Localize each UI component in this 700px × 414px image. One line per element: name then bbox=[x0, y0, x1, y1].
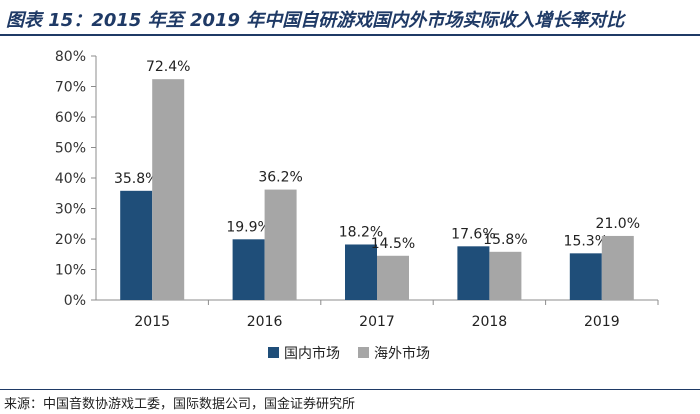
y-tick-label: 40% bbox=[55, 171, 86, 187]
legend-label: 海外市场 bbox=[374, 345, 430, 362]
y-tick-label: 10% bbox=[55, 263, 86, 279]
data-label: 17.6% bbox=[451, 226, 495, 242]
data-label: 15.8% bbox=[483, 232, 527, 248]
data-label: 15.3% bbox=[564, 233, 608, 249]
y-tick-label: 20% bbox=[55, 232, 86, 248]
x-tick-label: 2016 bbox=[247, 314, 283, 330]
legend-swatch bbox=[268, 347, 279, 358]
y-tick-label: 60% bbox=[55, 110, 86, 126]
title-divider bbox=[0, 34, 700, 36]
data-label: 19.9% bbox=[226, 219, 270, 235]
legend-swatch bbox=[358, 347, 369, 358]
bar-overseas bbox=[152, 79, 185, 301]
data-label: 35.8% bbox=[114, 171, 158, 187]
x-tick-label: 2018 bbox=[472, 314, 508, 330]
bar-overseas bbox=[489, 251, 522, 300]
chart-title: 图表 15：2015 年至 2019 年中国自研游戏国内外市场实际收入增长率对比 bbox=[6, 10, 625, 31]
bar-domestic bbox=[457, 246, 490, 300]
bar-domestic bbox=[345, 244, 377, 300]
y-tick-label: 80% bbox=[55, 49, 86, 65]
y-tick-label: 0% bbox=[64, 293, 86, 309]
bar-domestic bbox=[120, 190, 153, 300]
legend-label: 国内市场 bbox=[284, 345, 340, 362]
data-label: 72.4% bbox=[146, 59, 190, 75]
x-tick-label: 2019 bbox=[584, 314, 620, 330]
y-tick-label: 50% bbox=[55, 141, 86, 157]
data-label: 36.2% bbox=[258, 170, 302, 186]
source-note: 来源：中国音数协游戏工委，国际数据公司，国金证券研究所 bbox=[4, 397, 356, 412]
y-tick-label: 30% bbox=[55, 202, 86, 218]
source-divider bbox=[0, 389, 700, 390]
x-tick-label: 2015 bbox=[134, 314, 170, 330]
bar-overseas bbox=[264, 189, 297, 300]
data-label: 21.0% bbox=[596, 216, 640, 232]
data-label: 18.2% bbox=[339, 224, 383, 240]
y-tick-label: 70% bbox=[55, 80, 86, 96]
x-tick-label: 2017 bbox=[359, 314, 395, 330]
bar-domestic bbox=[569, 253, 602, 300]
bar-domestic bbox=[232, 239, 265, 300]
bar-overseas bbox=[601, 235, 634, 300]
data-label: 14.5% bbox=[371, 236, 415, 252]
bar-overseas bbox=[377, 255, 409, 300]
